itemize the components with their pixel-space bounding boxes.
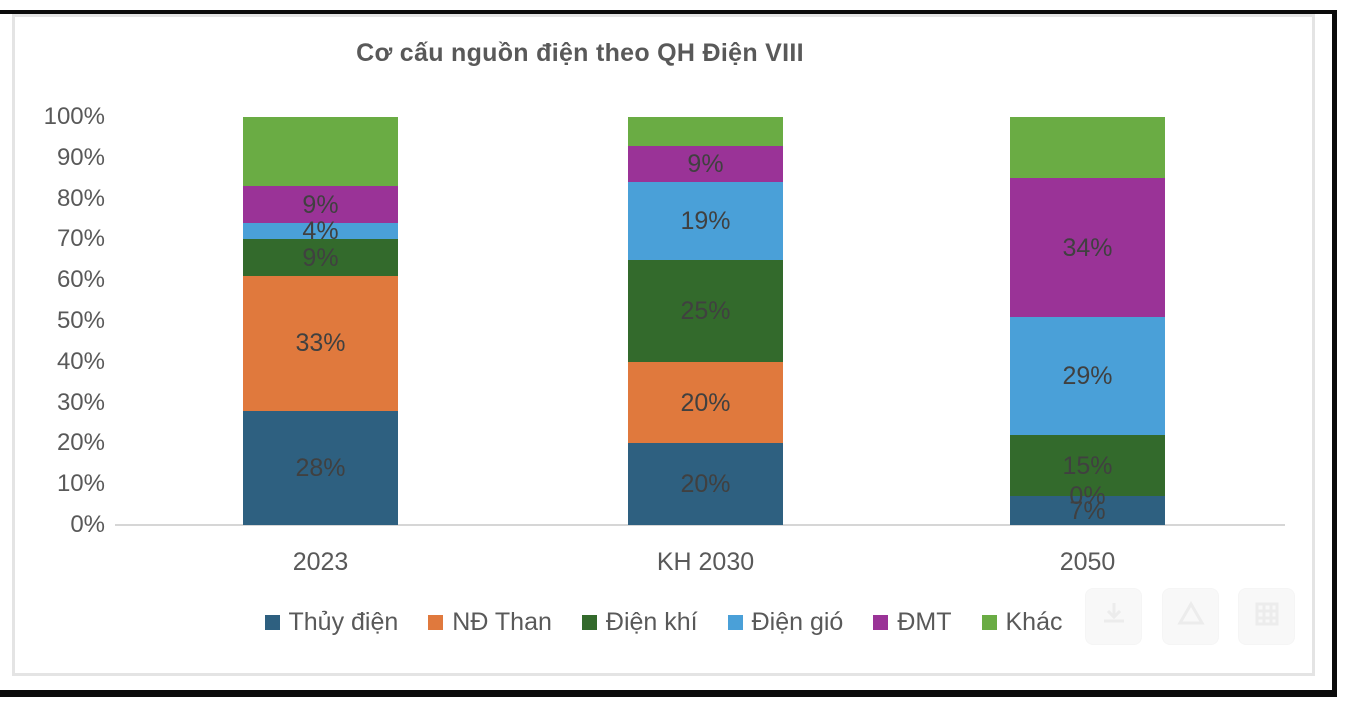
bar-segment bbox=[1010, 316, 1165, 436]
frame-border-bottom bbox=[0, 690, 1337, 697]
bar-segment bbox=[243, 186, 398, 224]
legend-item-NĐ Than: NĐ Than bbox=[428, 608, 552, 637]
grid-button[interactable] bbox=[1238, 588, 1295, 645]
bar-segment bbox=[1010, 435, 1165, 497]
y-tick-label: 80% bbox=[56, 184, 105, 212]
bar-segment bbox=[628, 443, 783, 525]
bar-segment bbox=[243, 276, 398, 411]
bar-segment bbox=[1010, 178, 1165, 317]
stacked-bar-KH 2030: 20% 20% 25% 19% 9% bbox=[628, 117, 783, 525]
bar-segment bbox=[628, 145, 783, 183]
legend-label: ĐMT bbox=[897, 608, 952, 636]
grid-icon bbox=[1252, 599, 1282, 634]
y-tick-label: 90% bbox=[56, 143, 105, 171]
legend-item-ĐMT: ĐMT bbox=[873, 608, 952, 637]
legend-item-Khác: Khác bbox=[981, 608, 1063, 637]
legend-marker bbox=[981, 615, 997, 630]
triangle-button[interactable] bbox=[1162, 588, 1219, 645]
legend-label: Thủy điện bbox=[288, 608, 399, 636]
legend-item-Thủy điện: Thủy điện bbox=[264, 608, 399, 637]
x-axis-label: 2050 bbox=[1059, 548, 1116, 576]
bar-segment bbox=[243, 223, 398, 240]
y-tick-label: 20% bbox=[56, 429, 105, 457]
x-axis-label: KH 2030 bbox=[656, 548, 755, 576]
bar-segment bbox=[628, 259, 783, 362]
legend-item-Điện khí: Điện khí bbox=[581, 608, 698, 637]
bar-segment bbox=[628, 117, 783, 146]
legend-label: Điện gió bbox=[751, 608, 844, 636]
bar-segment bbox=[243, 117, 398, 187]
legend-label: Khác bbox=[1005, 608, 1063, 636]
frame-border-top bbox=[0, 10, 1337, 14]
plot-area: 28% 33% 9% 4% 9% 20% 20% 25% 19% 9% 7% 0% 15% 29% 34% bbox=[115, 117, 1285, 526]
download-icon bbox=[1099, 599, 1129, 634]
legend-label: Điện khí bbox=[605, 608, 698, 636]
x-axis-line bbox=[115, 524, 1285, 526]
legend-item-Điện gió: Điện gió bbox=[727, 608, 844, 637]
legend-label: NĐ Than bbox=[452, 608, 552, 636]
bar-segment bbox=[628, 182, 783, 260]
legend: Thủy điện NĐ Than Điện khí Điện gió ĐMT Khác bbox=[15, 608, 1312, 637]
stacked-bar-2050: 7% 0% 15% 29% 34% bbox=[1010, 117, 1165, 525]
chart-title: Cơ cấu nguồn điện theo QH Điện VIII bbox=[356, 39, 804, 67]
y-tick-label: 0% bbox=[70, 511, 105, 538]
y-tick-label: 50% bbox=[56, 307, 105, 334]
y-tick-label: 100% bbox=[43, 103, 105, 130]
legend-marker bbox=[873, 615, 889, 630]
y-tick-label: 60% bbox=[56, 266, 105, 294]
legend-marker bbox=[581, 615, 597, 630]
legend-marker bbox=[264, 615, 280, 630]
y-tick-label: 70% bbox=[56, 225, 105, 253]
download-button[interactable] bbox=[1085, 588, 1142, 645]
triangle-icon bbox=[1176, 599, 1206, 634]
bar-segment bbox=[1010, 496, 1165, 525]
legend-marker bbox=[727, 615, 743, 630]
bar-segment bbox=[1010, 117, 1165, 179]
bar-segment bbox=[243, 239, 398, 277]
legend-marker bbox=[428, 615, 444, 630]
frame-border-right bbox=[1332, 10, 1337, 697]
y-tick-label: 10% bbox=[56, 470, 105, 498]
chart-container: Cơ cấu nguồn điện theo QH Điện VIII 100%… bbox=[12, 14, 1315, 676]
bar-segment bbox=[243, 410, 398, 525]
stacked-bar-2023: 28% 33% 9% 4% 9% bbox=[243, 117, 398, 525]
x-axis-label: 2023 bbox=[292, 548, 349, 576]
y-tick-label: 40% bbox=[56, 347, 105, 375]
bar-segment bbox=[628, 361, 783, 444]
y-tick-label: 30% bbox=[56, 388, 105, 416]
